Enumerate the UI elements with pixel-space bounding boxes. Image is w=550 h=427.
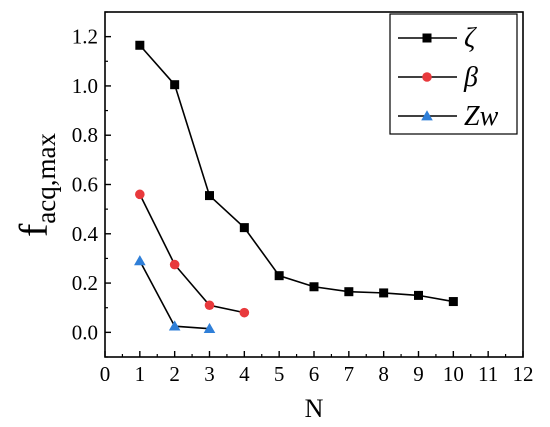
data-point [168, 320, 181, 331]
data-point [134, 255, 146, 266]
data-point [204, 300, 215, 311]
data-point [274, 271, 284, 281]
series-1 [135, 40, 458, 307]
data-point [170, 80, 180, 90]
legend-marker [422, 72, 432, 82]
x-tick-label: 2 [169, 362, 180, 386]
legend-item: β [398, 62, 478, 93]
series-line [139, 194, 245, 314]
y-axis-title-subscript: acq,max [31, 132, 61, 223]
y-tick-label: 1.2 [72, 25, 98, 49]
legend-box [389, 13, 518, 135]
y-axis-title-main: f [11, 223, 56, 237]
y-axis-title: facq,max [11, 132, 61, 237]
legend: ζβ Zw [389, 13, 518, 135]
data-point [135, 40, 145, 50]
data-point [414, 290, 423, 300]
data-point [169, 259, 180, 270]
series-3 [134, 255, 216, 334]
legend-item: Zw [398, 101, 499, 132]
legend-item: ζ [398, 23, 477, 54]
x-tick-label: 7 [344, 362, 355, 386]
series-line [139, 260, 210, 330]
x-tick-label: 12 [513, 362, 534, 386]
series-line [139, 44, 454, 303]
y-tick-label: 0.0 [72, 320, 98, 344]
data-point [344, 287, 354, 297]
x-tick-label: 3 [204, 362, 215, 386]
data-point [135, 189, 145, 200]
x-axis-ticks: 0 1 2 3 4 5 6 7 8 9 10 11 12 [100, 351, 534, 386]
x-tick-label: 0 [100, 362, 111, 386]
x-tick-label: 4 [239, 362, 250, 386]
x-axis-title: N [305, 394, 324, 423]
x-tick-label: 9 [413, 362, 424, 386]
x-tick-label: 8 [378, 362, 389, 386]
data-point [448, 297, 458, 307]
data-point [239, 307, 250, 318]
legend-marker [422, 33, 432, 43]
y-axis-ticks: 0.0 0.2 0.4 0.6 0.8 1.0 1.2 [72, 11, 111, 358]
legend-label: ζ [464, 23, 477, 54]
x-tick-label: 6 [309, 362, 320, 386]
data-point [203, 322, 216, 334]
y-tick-label: 0.8 [72, 123, 98, 147]
y-tick-label: 0.6 [72, 173, 98, 197]
svg-text:facq,max: facq,max [11, 132, 61, 237]
x-tick-label: 11 [478, 362, 498, 386]
legend-label: Zw [464, 101, 499, 132]
data-point [239, 223, 249, 233]
y-tick-label: 0.4 [72, 222, 99, 246]
series-2 [135, 189, 250, 318]
data-point [379, 288, 389, 298]
data-point [205, 191, 214, 201]
x-tick-label: 5 [274, 362, 285, 386]
x-tick-label: 1 [135, 362, 146, 386]
legend-label: β [463, 62, 478, 93]
y-tick-label: 0.2 [72, 271, 98, 295]
legend-marker [421, 110, 433, 121]
series-layer [134, 40, 458, 334]
data-point [309, 282, 319, 292]
x-tick-label: 10 [443, 362, 464, 386]
y-tick-label: 1.0 [72, 74, 98, 98]
